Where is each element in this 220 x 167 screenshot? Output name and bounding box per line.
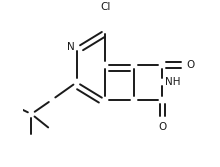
Text: O: O <box>158 122 167 132</box>
Text: NH: NH <box>165 77 180 87</box>
Text: N: N <box>66 42 74 52</box>
Text: Cl: Cl <box>100 3 110 13</box>
Text: O: O <box>186 60 194 70</box>
